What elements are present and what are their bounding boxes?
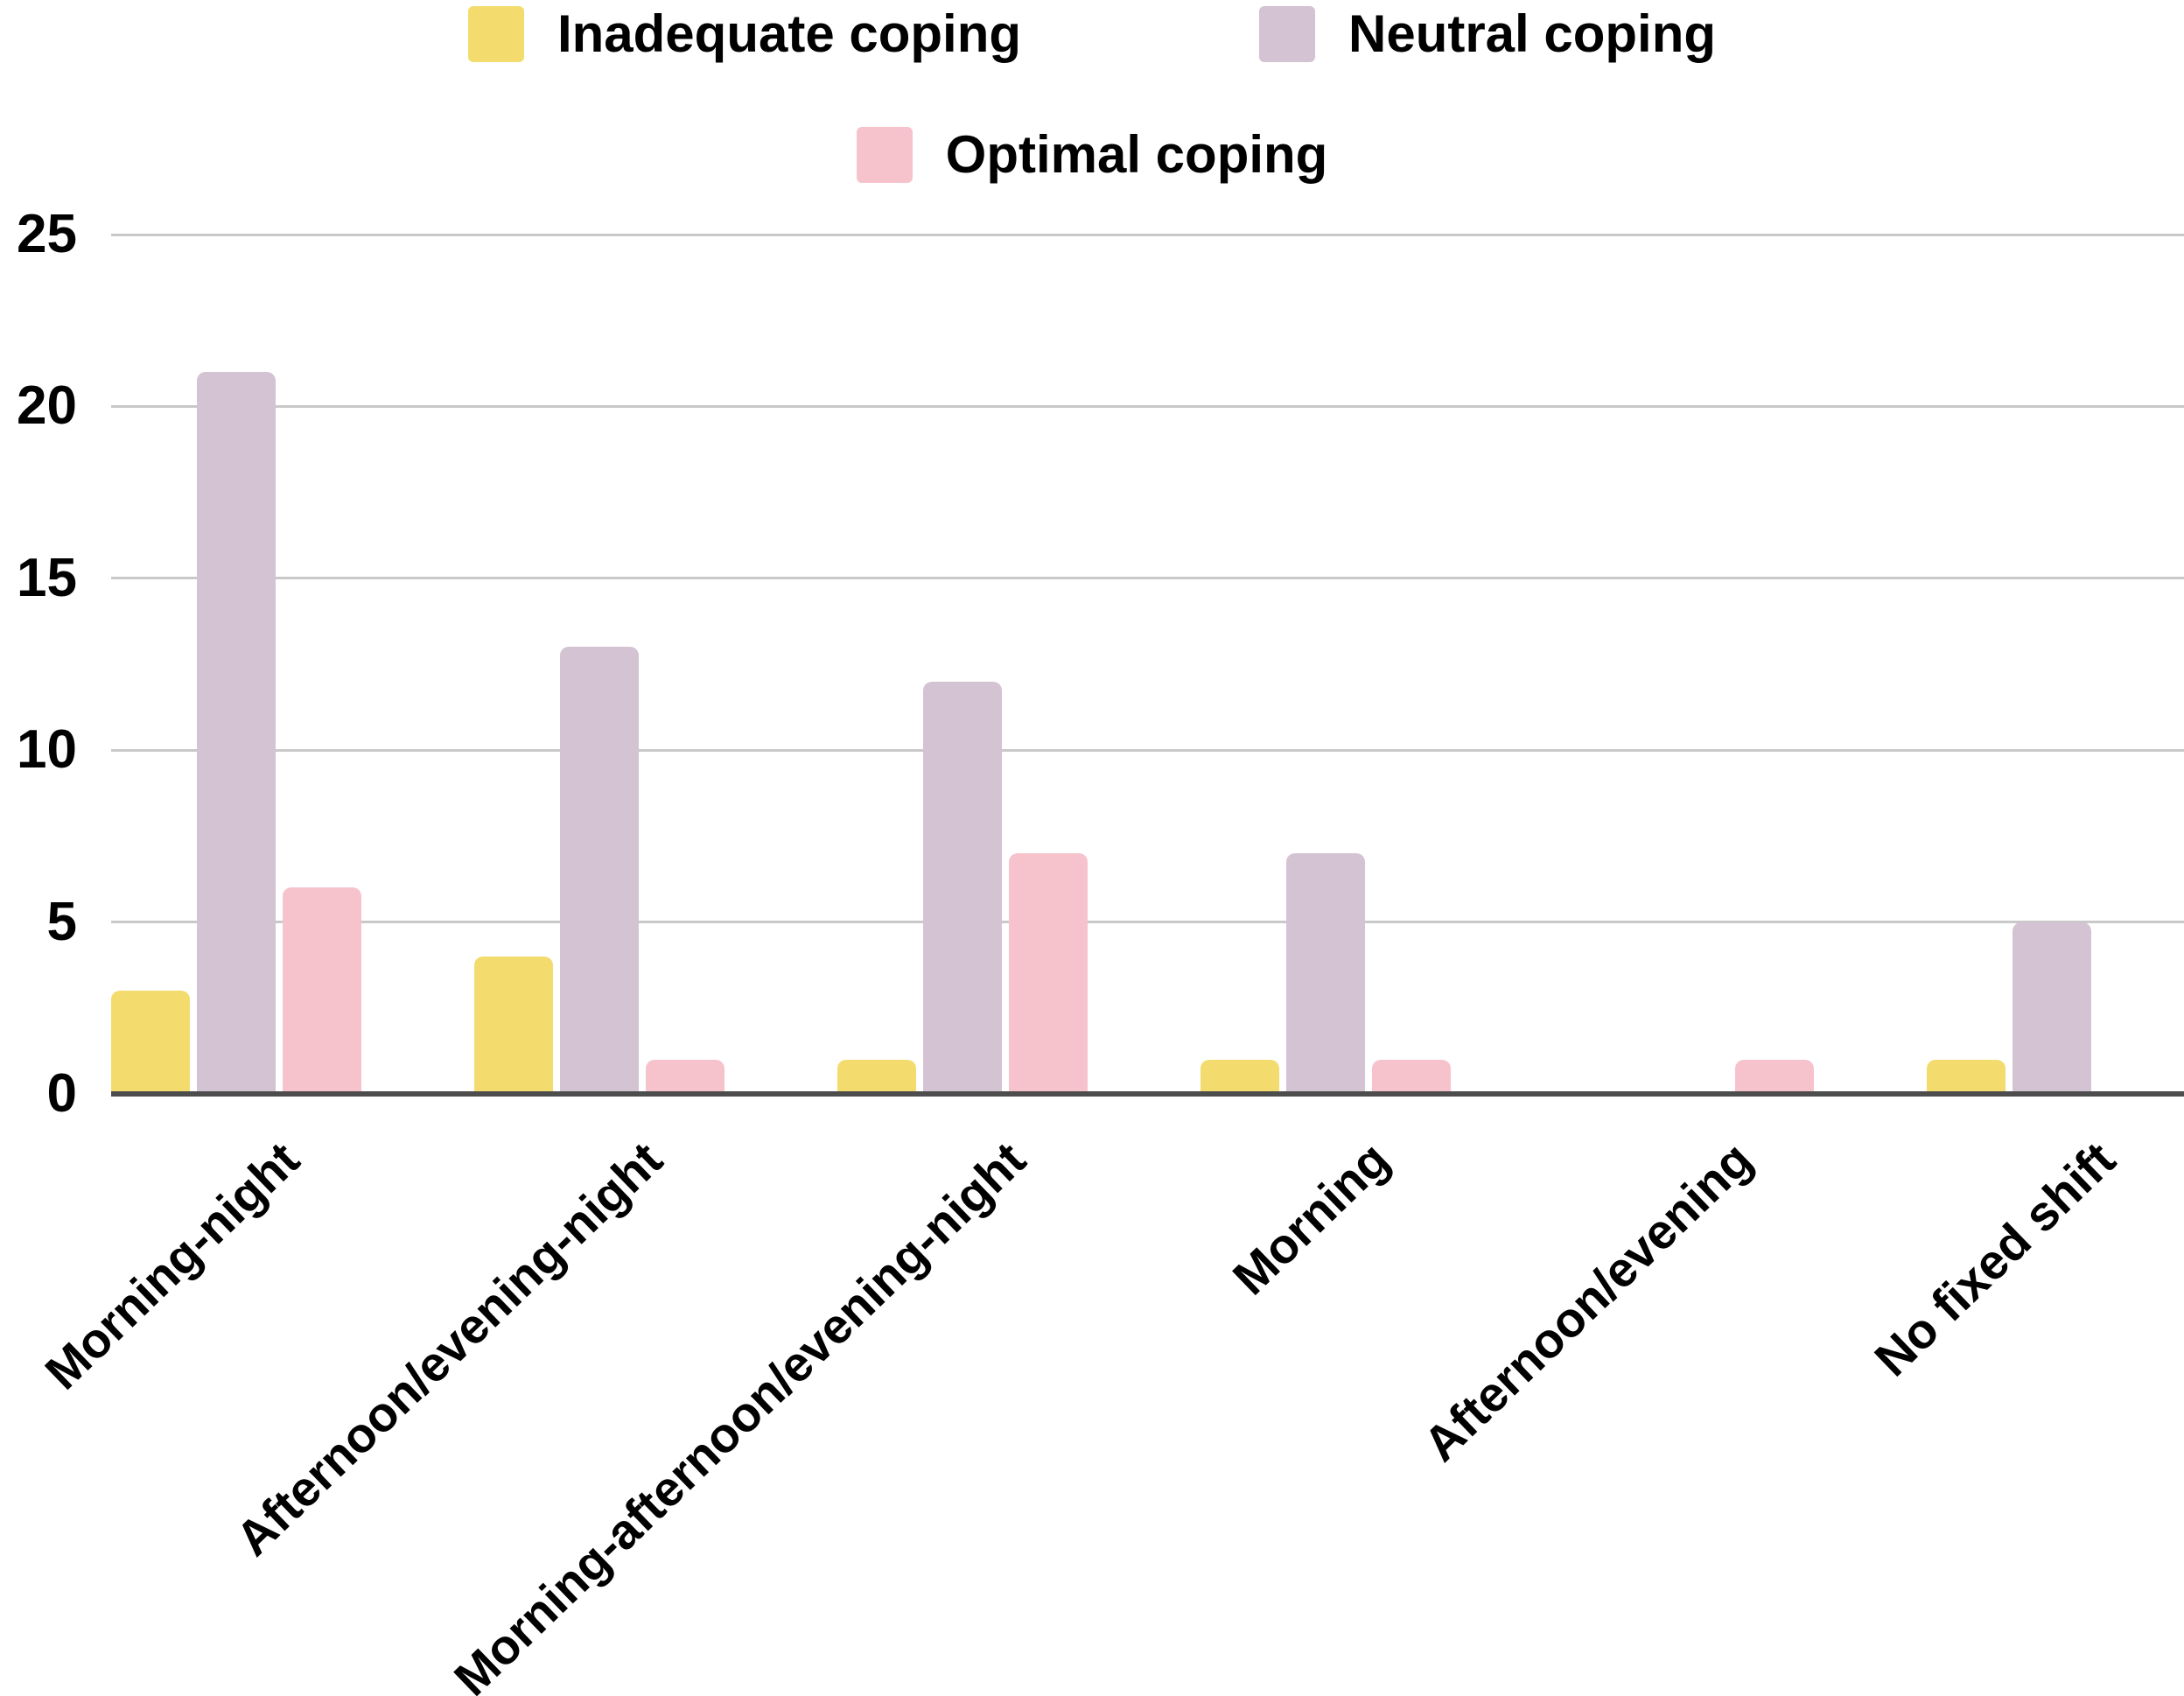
y-axis-tick-label-5: 5 xyxy=(46,891,77,952)
x-axis-category-label-0: Morning-night xyxy=(34,1131,310,1400)
x-axis-category-label-5: No fixed shift xyxy=(1864,1131,2125,1387)
inadequate-coping-swatch-icon xyxy=(467,5,524,62)
bar-neutral-coping-cat1 xyxy=(560,647,639,1094)
bar-optimal-coping-cat4 xyxy=(1735,1060,1814,1094)
bar-inadequate-coping-cat1 xyxy=(474,957,553,1094)
bar-optimal-coping-cat1 xyxy=(646,1060,724,1094)
legend-row-1: Inadequate coping Neutral coping xyxy=(0,4,2184,64)
legend-item-neutral-coping: Neutral coping xyxy=(1259,4,1716,64)
bar-neutral-coping-cat3 xyxy=(1286,853,1365,1094)
gridline-y-5 xyxy=(111,921,2184,924)
bar-neutral-coping-cat0 xyxy=(197,372,276,1094)
gridline-y-15 xyxy=(111,577,2184,580)
bar-inadequate-coping-cat3 xyxy=(1200,1060,1279,1094)
legend-label-inadequate-coping: Inadequate coping xyxy=(556,4,1021,63)
bar-optimal-coping-cat2 xyxy=(1009,853,1088,1094)
x-axis-line xyxy=(111,1091,2184,1097)
x-axis-category-label-3: Morning xyxy=(1222,1131,1399,1306)
legend-item-optimal-coping: Optimal coping xyxy=(856,124,1328,185)
bar-inadequate-coping-cat5 xyxy=(1927,1060,2006,1094)
legend-item-inadequate-coping: Inadequate coping xyxy=(467,4,1021,64)
x-axis-category-label-4: Afternoon/evening xyxy=(1412,1131,1762,1472)
legend-label-optimal-coping: Optimal coping xyxy=(945,125,1328,184)
gridline-y-10 xyxy=(111,748,2184,752)
y-axis-tick-label-20: 20 xyxy=(17,375,77,437)
x-axis-category-label-2: Morning-afternoon/evening-night xyxy=(443,1131,1036,1696)
bar-inadequate-coping-cat2 xyxy=(837,1060,916,1094)
bar-neutral-coping-cat2 xyxy=(923,682,1002,1094)
y-axis-tick-label-10: 10 xyxy=(17,719,77,781)
legend-row-2: Optimal coping xyxy=(0,124,2184,185)
x-axis-category-label-1: Afternoon/evening-night xyxy=(225,1131,673,1566)
bar-optimal-coping-cat3 xyxy=(1372,1060,1451,1094)
bar-optimal-coping-cat0 xyxy=(283,887,361,1094)
optimal-coping-swatch-icon xyxy=(856,126,913,183)
y-axis-tick-label-0: 0 xyxy=(46,1063,77,1124)
y-axis-tick-label-15: 15 xyxy=(17,547,77,608)
neutral-coping-swatch-icon xyxy=(1259,5,1315,62)
legend-label-neutral-coping: Neutral coping xyxy=(1348,4,1717,63)
y-axis-tick-label-25: 25 xyxy=(17,204,77,264)
gridline-y-25 xyxy=(111,233,2184,236)
gridline-y-20 xyxy=(111,404,2184,408)
bar-neutral-coping-cat5 xyxy=(2012,922,2091,1094)
bar-inadequate-coping-cat0 xyxy=(111,991,190,1094)
